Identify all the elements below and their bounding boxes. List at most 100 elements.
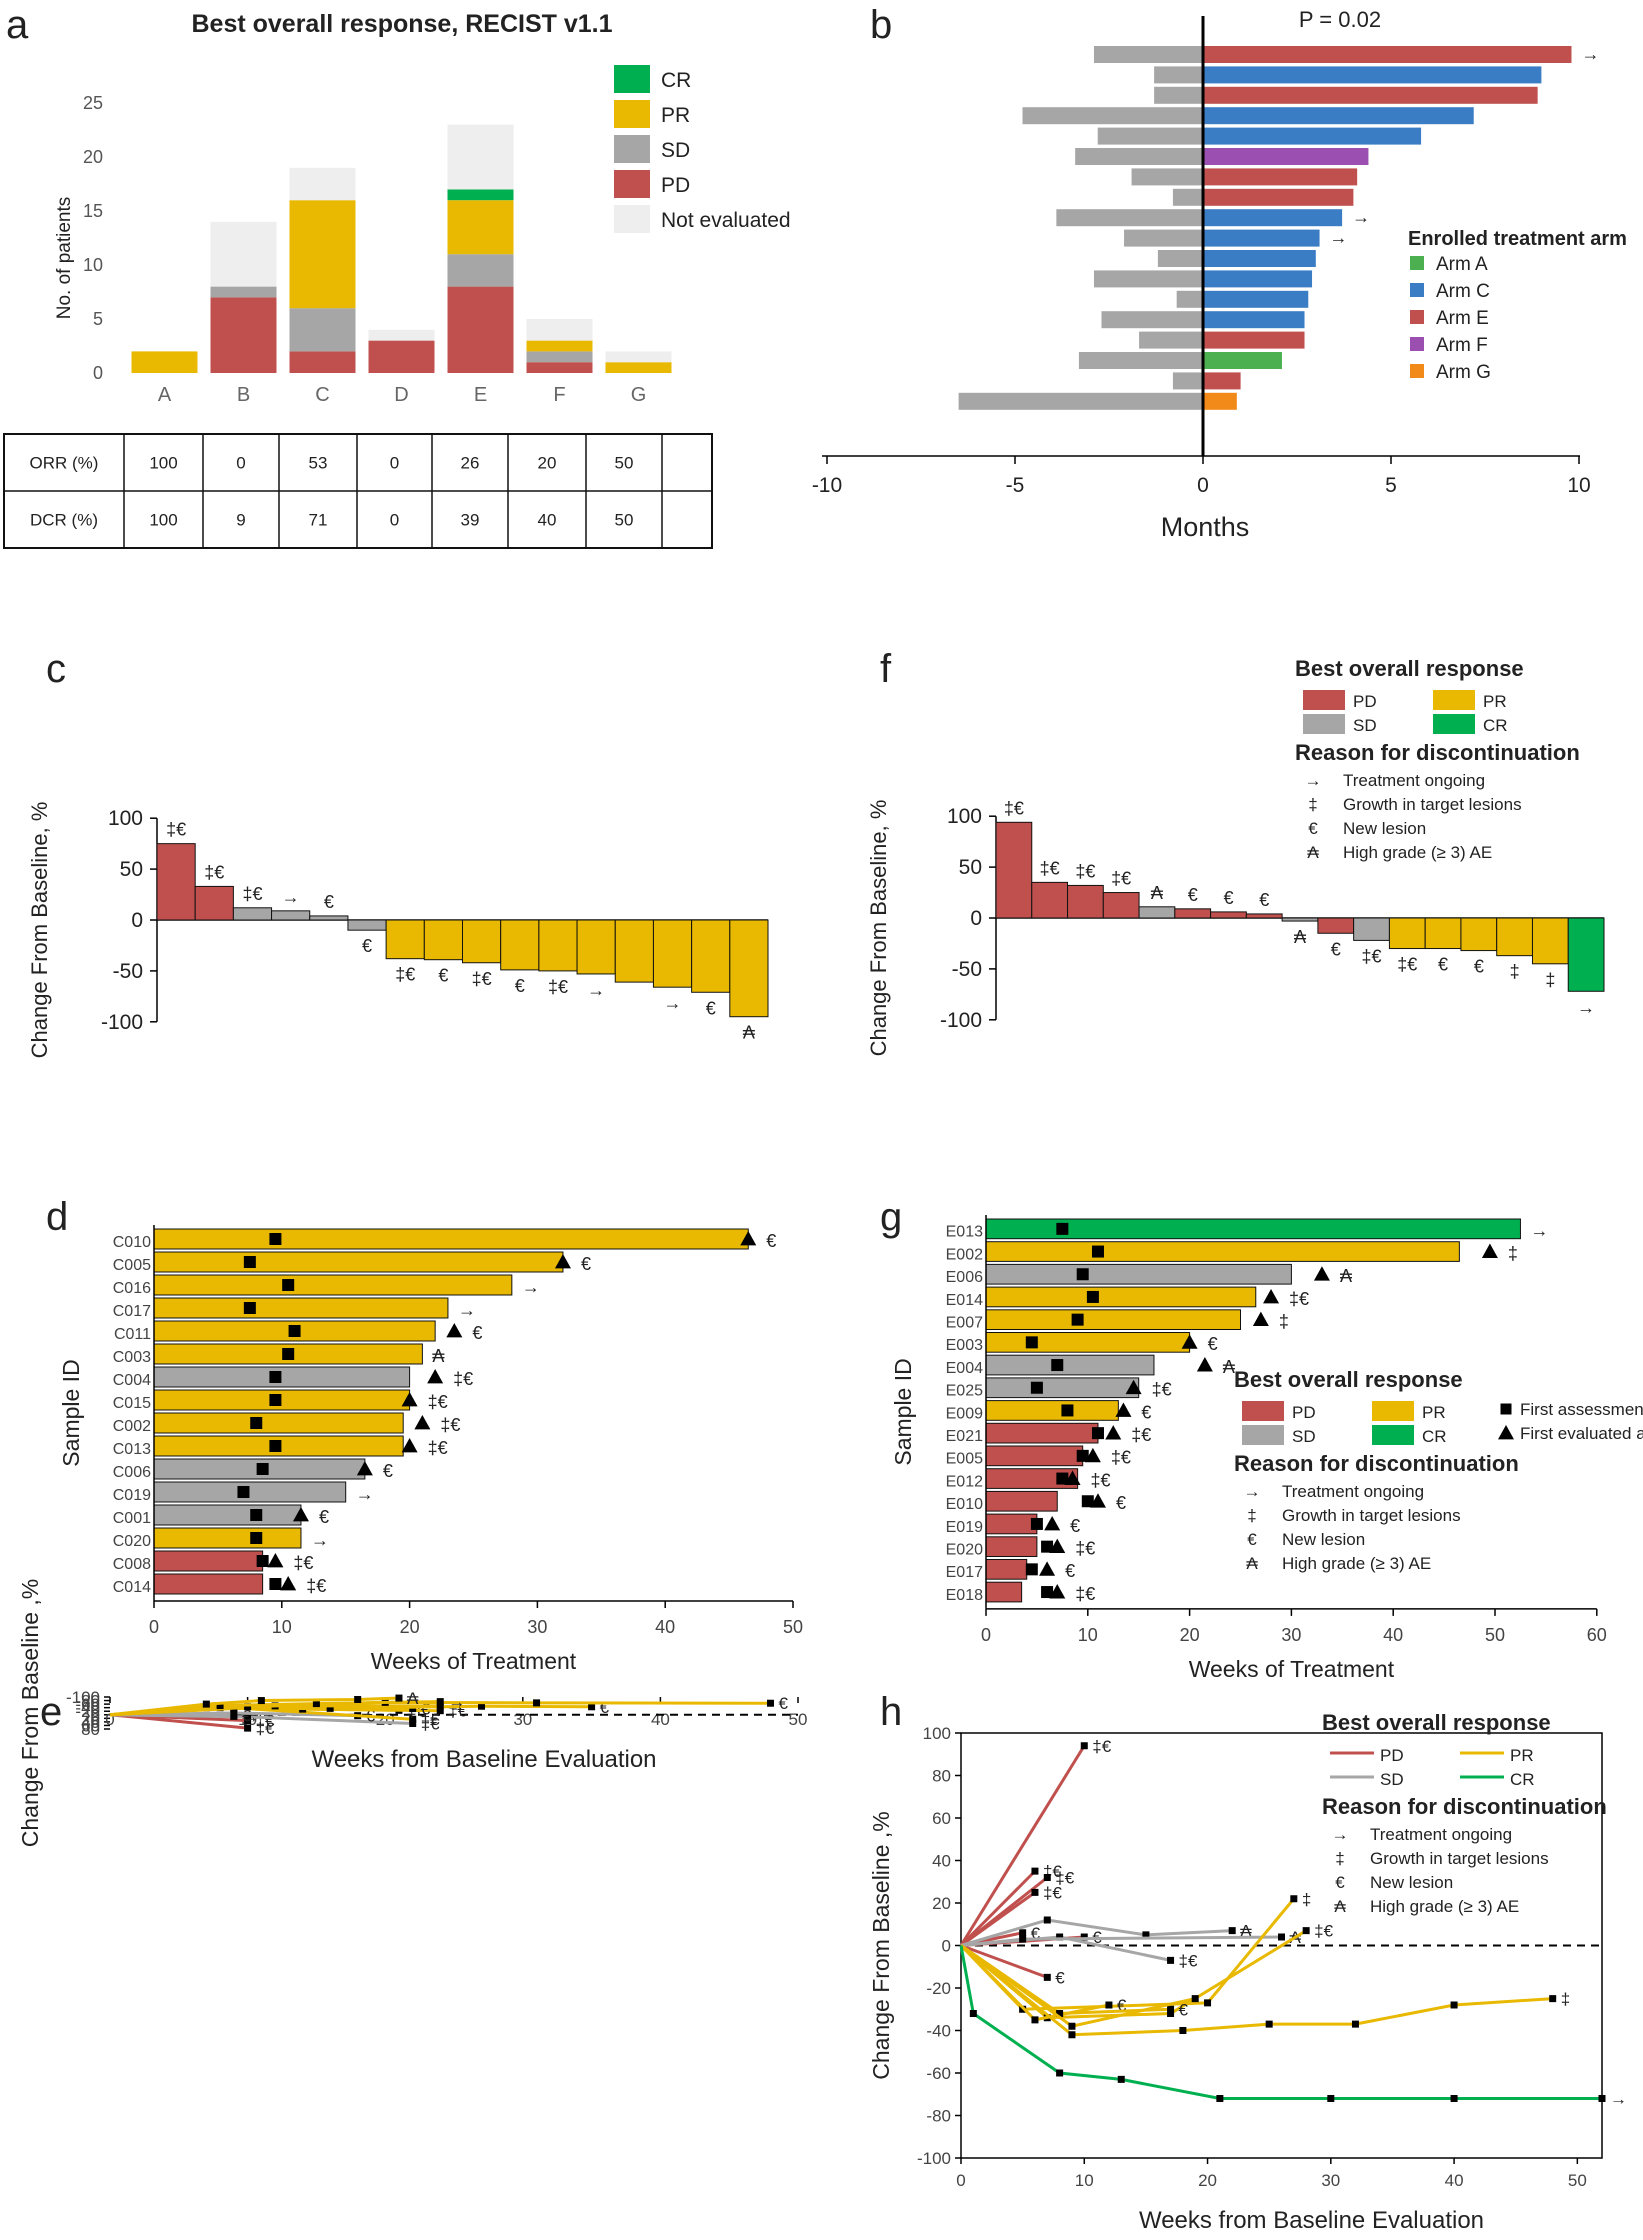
panel-a-legend-swatch xyxy=(614,205,650,233)
panel-h-legend-reason-symbol: ₳ xyxy=(1334,1897,1346,1916)
panel-g-legend-swatch xyxy=(1372,1425,1414,1445)
panel-f-legend-swatch xyxy=(1303,690,1345,710)
panel-g-row-id: E014 xyxy=(946,1292,983,1309)
panel-g-legend-swatch xyxy=(1242,1401,1284,1421)
panel-f-bar-symbol: ₳ xyxy=(1294,927,1307,947)
panel-letter-a: a xyxy=(6,3,29,47)
panel-a-table-cell: 0 xyxy=(390,454,399,473)
panel-c-bar xyxy=(194,885,234,921)
panel-g-bar xyxy=(985,1536,1038,1558)
panel-g-first-assessment xyxy=(1071,1313,1084,1326)
panel-a-legend-label: PR xyxy=(661,104,690,127)
panel-e-point xyxy=(533,1699,541,1707)
panel-g-legend-reason-label: High grade (≥ 3) AE xyxy=(1282,1554,1431,1573)
panel-h-point xyxy=(1351,2020,1359,2028)
panel-f-bar xyxy=(1138,906,1176,919)
panel-h-point xyxy=(1598,2095,1606,2102)
panel-g-legend-swatch xyxy=(1242,1425,1284,1445)
panel-e-point xyxy=(216,1702,224,1710)
panel-a-legend-label: PD xyxy=(661,174,690,197)
panel-h-legend-title-reason: Reason for discontinuation xyxy=(1322,1794,1607,1819)
panel-h-point xyxy=(1228,1927,1236,1935)
panel-f-bar xyxy=(1210,911,1247,919)
panel-g-row-symbol: ‡€ xyxy=(1289,1289,1309,1309)
panel-c-bar xyxy=(347,919,387,931)
panel-a-legend-swatch xyxy=(614,170,650,198)
panel-h-series-line xyxy=(959,1945,1602,2100)
panel-d-bar xyxy=(153,1527,302,1549)
panel-g-first-pd xyxy=(1039,1561,1056,1576)
panel-a-table-cell: 100 xyxy=(149,511,177,530)
panel-g-bar xyxy=(985,1241,1460,1262)
panel-d-first-pd xyxy=(740,1231,757,1246)
panel-b-legend-swatch xyxy=(1410,337,1424,351)
panel-e-series-symbol: → xyxy=(448,1693,465,1712)
panel-g-xtick: 50 xyxy=(1485,1625,1505,1645)
panel-b-xtick: -5 xyxy=(1006,474,1025,497)
panel-d-first-pd xyxy=(401,1438,418,1453)
panel-g-legend-reason-symbol: → xyxy=(1244,1482,1261,1501)
panel-f-bar-symbol: ‡€ xyxy=(1004,798,1024,818)
panel-h-legend-resp-label: CR xyxy=(1510,1770,1535,1789)
panel-f-bar xyxy=(1067,884,1104,919)
panel-a-table-rowlabel: ORR (%) xyxy=(30,454,99,473)
panel-d-xtick: 40 xyxy=(655,1617,675,1637)
panel-d-row-symbol: ‡€ xyxy=(306,1576,326,1596)
panel-a-table-cell: 53 xyxy=(309,454,328,473)
panel-b-legend-swatch xyxy=(1410,283,1424,297)
panel-b-bar-right xyxy=(1203,311,1305,329)
panel-f-legend-resp-label: PD xyxy=(1353,692,1377,711)
panel-g-row-symbol: ‡€ xyxy=(1075,1539,1095,1559)
panel-b-bar-left xyxy=(958,392,1203,410)
panel-c-ytick: 50 xyxy=(120,858,143,881)
panel-f-bar-symbol: € xyxy=(1331,939,1341,959)
panel-h-ytick: -40 xyxy=(926,2022,951,2041)
panel-b-bar-right xyxy=(1203,352,1282,369)
panel-b-arrow: → xyxy=(1352,207,1370,227)
panel-g-first-assessment xyxy=(1056,1472,1069,1485)
panel-h-xtick: 40 xyxy=(1445,2171,1464,2190)
panel-b-bar-right xyxy=(1203,188,1354,206)
panel-e-point xyxy=(244,1703,252,1711)
panel-e-xtick: 50 xyxy=(789,1710,808,1729)
panel-a-bar xyxy=(131,351,198,373)
panel-c-bar-symbol: ‡€ xyxy=(166,820,186,840)
panel-b-xlabel: Months xyxy=(1161,512,1250,542)
panel-f-ytick: 0 xyxy=(970,907,982,930)
panel-a-title: Best overall response, RECIST v1.1 xyxy=(191,10,612,38)
panel-h-point xyxy=(1056,1933,1064,1941)
panel-d-row-symbol: € xyxy=(319,1507,329,1527)
panel-d-first-pd xyxy=(427,1369,444,1384)
panel-f-bar-symbol: ‡€ xyxy=(1397,955,1417,975)
panel-c-bar-symbol: ‡€ xyxy=(395,965,415,985)
panel-b-legend-swatch xyxy=(1410,256,1424,270)
panel-c-ytick: -50 xyxy=(113,960,143,983)
panel-a-xtick: D xyxy=(394,384,408,406)
panel-f-legend-title-resp: Best overall response xyxy=(1295,656,1524,681)
panel-e-ytick: 40 xyxy=(81,1713,100,1732)
panel-f-bar xyxy=(1031,881,1069,919)
panel-f-ylabel: Change From Baseline, % xyxy=(866,800,891,1057)
panel-d-row-id: C006 xyxy=(113,1464,151,1481)
panel-a-xtick: A xyxy=(158,384,172,406)
panel-e-ytick: -60 xyxy=(75,1695,100,1714)
panel-g-first-pd xyxy=(1064,1470,1081,1485)
panel-g-bar xyxy=(985,1490,1058,1512)
panel-g-xlabel: Weeks of Treatment xyxy=(1189,1656,1395,1682)
panel-b-bar-right xyxy=(1203,66,1542,84)
panel-g-xtick: 0 xyxy=(981,1625,991,1645)
panel-d-row-id: C016 xyxy=(113,1280,151,1297)
panel-a-legend-label: Not evaluated xyxy=(661,209,791,232)
panel-f-legend-swatch xyxy=(1433,714,1475,734)
panel-f-bar-symbol: € xyxy=(1438,955,1448,975)
panel-h-point xyxy=(1068,2031,1076,2039)
panel-f-ytick: -100 xyxy=(940,1009,982,1032)
panel-h-point xyxy=(1167,1956,1175,1964)
panel-f-legend-reason-label: New lesion xyxy=(1343,819,1426,838)
panel-b-bar-right xyxy=(1203,229,1320,247)
panel-c-bar-symbol: ₳ xyxy=(743,1023,756,1043)
panel-d-xtick: 30 xyxy=(527,1617,547,1637)
panel-g-row-id: E013 xyxy=(946,1224,983,1241)
panel-g-row-symbol: ₳ xyxy=(1340,1266,1353,1286)
panel-d-row-id: C010 xyxy=(113,1234,151,1251)
